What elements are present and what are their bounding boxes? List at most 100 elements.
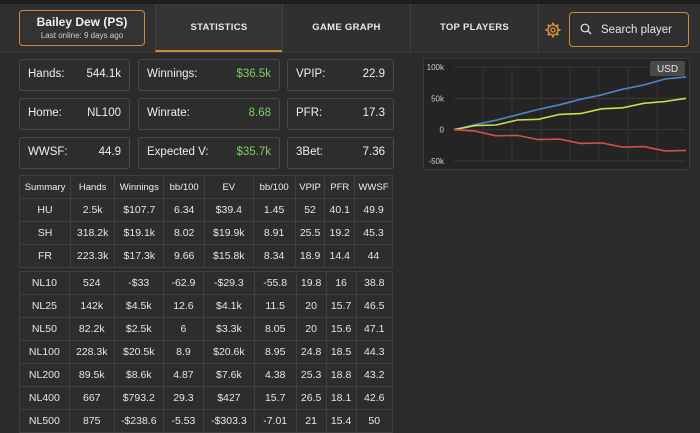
column-header[interactable]: PFR: [324, 175, 355, 199]
table-cell: $4.1k: [203, 294, 255, 318]
table-header-row: Summary Hands Winnings bb/100 EV bb/100 VPIP PF…: [18, 175, 394, 199]
column-header[interactable]: VPIP: [294, 175, 326, 199]
table-cell: 20: [295, 294, 327, 318]
table-cell: 1.45: [252, 198, 296, 222]
table-cell: 46.5: [355, 294, 394, 318]
card-pfr-value: 17.3: [362, 107, 385, 119]
table-row[interactable]: FR 223.3k $17.3k 9.66 $15.8k 8.34 18.9 14.4 44: [18, 244, 394, 268]
table-cell: 42.6: [355, 386, 394, 410]
table-cell: -7.01: [253, 409, 297, 433]
table-cell: 12.6: [162, 294, 205, 318]
table-cell: 142k: [68, 294, 115, 318]
table-cell: 2.5k: [70, 198, 116, 222]
row-label: NL25: [19, 294, 70, 318]
player-info-box[interactable]: Bailey Dew (PS) Last online: 9 days ago: [19, 10, 145, 46]
column-header[interactable]: EV: [203, 175, 254, 199]
table-cell: $20.5k: [113, 340, 164, 364]
column-header[interactable]: Winnings: [114, 175, 165, 199]
table-row[interactable]: NL100 228.3k $20.5k 8.9 $20.6k 8.95 24.8 18.5 44…: [19, 340, 394, 364]
table-row[interactable]: HU 2.5k $107.7 6.34 $39.4 1.45 52 40.1 49.9: [18, 198, 394, 222]
table-cell: 45.3: [353, 221, 394, 245]
card-winnings-value: $36.5k: [236, 68, 271, 80]
gear-icon[interactable]: [545, 22, 561, 38]
card-expected-label: Expected V:: [147, 146, 209, 158]
row-label: NL100: [19, 340, 70, 364]
table-row[interactable]: NL400 667 $793.2 29.3 $427 15.7 26.5 18.1 42.6: [19, 386, 394, 410]
table-cell: 18.1: [325, 386, 357, 410]
usd-badge[interactable]: [650, 61, 685, 76]
row-label: HU: [18, 198, 72, 222]
card-expected-value: Expected V: $35.7k: [138, 137, 280, 169]
table-cell: 89.5k: [68, 363, 115, 387]
table-cell: $19.9k: [203, 221, 254, 245]
card-winrate-value: 8.68: [248, 107, 271, 119]
table-cell: -$29.3: [203, 271, 255, 295]
card-winnings: Winnings: $36.5k: [138, 59, 280, 91]
table-row[interactable]: NL500 875 -$238.6 -5.53 -$303.3 -7.01 21 15.4 50: [19, 409, 394, 433]
column-header[interactable]: Summary: [18, 175, 72, 199]
table-row[interactable]: NL25 142k $4.5k 12.6 $4.1k 11.5 20 15.7 46.5: [19, 294, 394, 318]
card-winnings-label: Winnings:: [147, 68, 198, 80]
card-home-label: Home:: [28, 107, 62, 119]
table-cell: $19.1k: [114, 221, 165, 245]
table-cell: $8.6k: [113, 363, 164, 387]
chart-y-ticks: 100k 50k 0 -50k: [427, 63, 445, 166]
table-cell: 19.8: [295, 271, 327, 295]
table-cell: 38.8: [355, 271, 394, 295]
row-label: SH: [18, 221, 72, 245]
column-header[interactable]: bb/100: [163, 175, 205, 199]
table-cell: 82.2k: [68, 317, 115, 341]
row-label: NL200: [19, 363, 70, 387]
tab-statistics[interactable]: STATISTICS: [155, 4, 282, 52]
last-online: Last online: 9 days ago: [40, 31, 124, 40]
card-hands-label: Hands:: [28, 68, 65, 80]
table-cell: $107.7: [114, 198, 165, 222]
column-header[interactable]: WWSF: [353, 175, 394, 199]
row-label: NL500: [19, 409, 70, 433]
table-cell: 318.2k: [70, 221, 116, 245]
table-cell: 24.8: [295, 340, 327, 364]
card-3bet-value: 7.36: [362, 146, 385, 158]
winnings-graph[interactable]: 100k 50k 0 -50k USD: [423, 58, 690, 170]
y-tick-label: 0: [440, 126, 445, 135]
search-box[interactable]: [569, 12, 689, 47]
row-label: NL50: [19, 317, 70, 341]
table-row[interactable]: NL200 89.5k $8.6k 4.87 $7.6k 4.38 25.3 18.8 43.2: [19, 363, 394, 387]
table-cell: 15.7: [325, 294, 357, 318]
card-home-value: NL100: [87, 107, 121, 119]
row-label: NL10: [19, 271, 70, 295]
table-cell: 25.5: [294, 221, 326, 245]
table-cell: 15.7: [253, 386, 297, 410]
table-cell: 26.5: [295, 386, 327, 410]
table-cell: 18.5: [325, 340, 357, 364]
table-cell: 6: [162, 317, 205, 341]
table-cell: 29.3: [162, 386, 205, 410]
table-row[interactable]: SH 318.2k $19.1k 8.02 $19.9k 8.91 25.5 19.2 45.3: [18, 221, 394, 245]
tab-top-players[interactable]: TOP PLAYERS: [410, 4, 539, 52]
table-cell: $793.2: [113, 386, 164, 410]
column-header[interactable]: bb/100: [252, 175, 296, 199]
limits-table: NL10 524 -$33 -62.9 -$29.3 -55.8 19.8 16 38.8 NL2…: [19, 271, 394, 433]
card-pfr: PFR: 17.3: [287, 98, 394, 130]
table-cell: 44.3: [355, 340, 394, 364]
table-cell: 15.4: [325, 409, 357, 433]
table-cell: 4.38: [253, 363, 297, 387]
table-cell: 14.4: [324, 244, 355, 268]
search-input[interactable]: [599, 19, 687, 41]
column-header[interactable]: Hands: [70, 175, 116, 199]
table-cell: 15.6: [325, 317, 357, 341]
table-row[interactable]: NL50 82.2k $2.5k 6 $3.3k 8.05 20 15.6 47.1: [19, 317, 394, 341]
table-row[interactable]: NL10 524 -$33 -62.9 -$29.3 -55.8 19.8 16 38.8: [19, 271, 394, 295]
table-cell: -62.9: [162, 271, 205, 295]
table-cell: 6.34: [163, 198, 205, 222]
table-cell: 223.3k: [70, 244, 116, 268]
card-hands: Hands: 544.1k: [19, 59, 130, 91]
y-tick-label: 50k: [431, 94, 445, 103]
tab-game-graph[interactable]: GAME GRAPH: [282, 4, 410, 52]
table-cell: $17.3k: [114, 244, 165, 268]
card-vpip: VPIP: 22.9: [287, 59, 394, 91]
table-cell: 875: [68, 409, 115, 433]
table-cell: $427: [203, 386, 255, 410]
table-cell: 228.3k: [68, 340, 115, 364]
player-name: Bailey Dew (PS): [36, 15, 128, 29]
